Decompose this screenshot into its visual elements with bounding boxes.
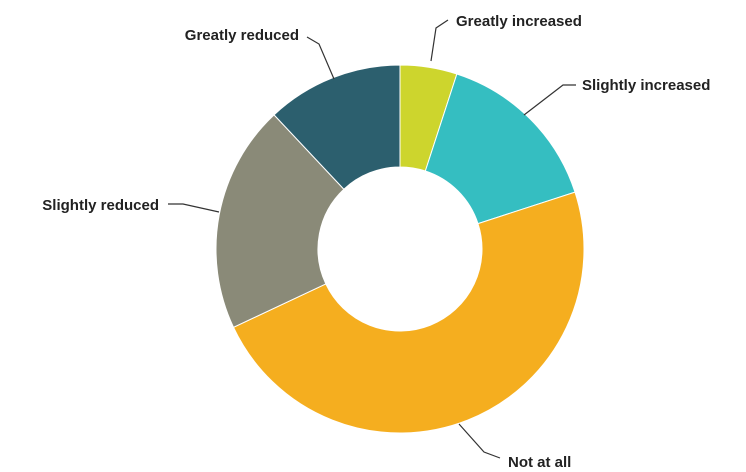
labels-layer: Greatly increased Slightly increased Not a… (42, 13, 710, 471)
label-not-at-all: Not at all (508, 454, 571, 471)
slice-greatly-reduced[interactable] (273, 64, 401, 190)
label-slightly-reduced: Slightly reduced (42, 197, 159, 214)
slices-layer (215, 64, 585, 434)
label-greatly-increased: Greatly increased (456, 13, 582, 30)
label-greatly-reduced: Greatly reduced (185, 27, 299, 44)
leader-line-greatly-increased (430, 19, 449, 62)
slice-slightly-reduced[interactable] (215, 114, 345, 329)
leader-line-not-at-all (458, 423, 501, 459)
leader-lines-layer (168, 19, 576, 459)
leader-line-greatly-reduced (306, 36, 335, 80)
slice-slightly-increased[interactable] (424, 73, 576, 225)
label-slightly-increased: Slightly increased (582, 77, 710, 94)
leader-line-slightly-reduced (168, 203, 220, 213)
slice-not-at-all[interactable] (232, 191, 585, 434)
leader-line-slightly-increased (523, 84, 576, 116)
